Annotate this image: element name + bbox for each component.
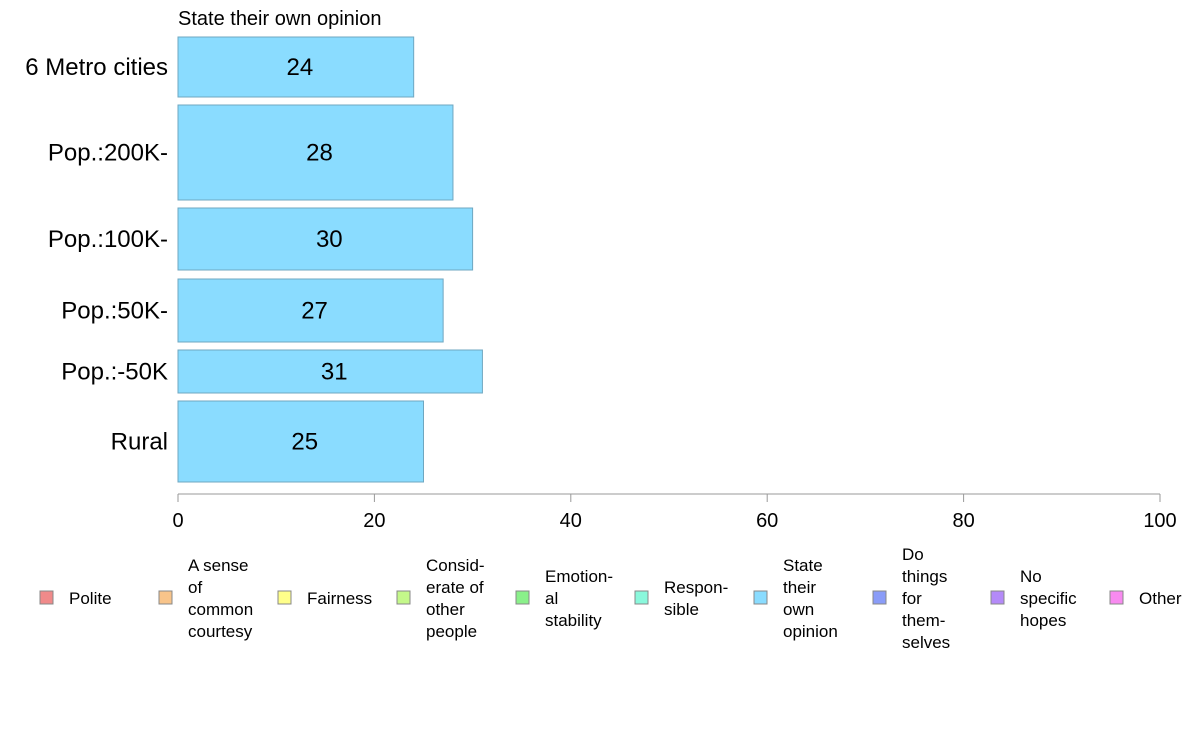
- legend-item: Polite: [39, 589, 112, 608]
- legend-swatch: [515, 590, 530, 605]
- category-label: Pop.:50K-: [61, 298, 168, 325]
- bar: [177, 104, 454, 201]
- x-tick-label: 0: [172, 510, 183, 532]
- legend-item: A sense of common courtesy: [158, 556, 253, 641]
- legend-swatch: [396, 590, 411, 605]
- legend-item: State their own opinion: [753, 556, 838, 641]
- bar-value-label: 31: [321, 359, 348, 386]
- bar: [177, 349, 483, 394]
- x-tick-label: 40: [560, 510, 582, 532]
- bar-value-label: 27: [301, 298, 328, 325]
- legend-item: Other: [1109, 589, 1182, 608]
- legend-swatch: [634, 590, 649, 605]
- legend-swatch: [1109, 590, 1124, 605]
- legend-label: Respon-sible: [664, 578, 728, 619]
- legend-item: Fairness: [277, 589, 372, 608]
- legend-item: Emotion-al stability: [515, 567, 613, 630]
- legend-item: Consid-erate of other people: [396, 556, 485, 641]
- legend-swatch: [277, 590, 292, 605]
- legend-label: Fairness: [307, 589, 372, 608]
- bar: [177, 278, 444, 343]
- legend-swatch: [753, 590, 768, 605]
- category-label: Pop.:200K-: [48, 140, 168, 167]
- legend-swatch: [990, 590, 1005, 605]
- legend-label: Polite: [69, 589, 112, 608]
- x-tick-label: 80: [952, 510, 974, 532]
- bar-value-label: 28: [306, 140, 333, 167]
- x-tick-label: 100: [1143, 510, 1176, 532]
- x-tick-label: 60: [756, 510, 778, 532]
- x-axis: 0 20 40 60 80 100: [172, 493, 1177, 532]
- legend: Polite A sense of common courtesy Fairness Con…: [39, 545, 1182, 652]
- category-label: Pop.:100K-: [48, 226, 168, 253]
- bar-value-label: 24: [286, 54, 313, 81]
- legend-label: No specific hopes: [1020, 567, 1077, 630]
- bar-value-label: 25: [291, 429, 318, 456]
- legend-label: Other: [1139, 589, 1182, 608]
- chart-title: State their own opinion: [178, 8, 381, 30]
- legend-item: Do things for them-selves: [872, 545, 950, 652]
- legend-label: Do things for them-selves: [902, 545, 950, 652]
- bar: [177, 207, 474, 271]
- category-label: Rural: [111, 429, 168, 456]
- bars-group: 24 6 Metro cities 28 Pop.:200K- 30 Pop.:100K-…: [25, 36, 483, 483]
- legend-swatch: [872, 590, 887, 605]
- legend-label: Emotion-al stability: [545, 567, 613, 630]
- legend-swatch: [158, 590, 173, 605]
- legend-label: Consid-erate of other people: [426, 556, 485, 641]
- legend-item: No specific hopes: [990, 567, 1077, 630]
- category-label: 6 Metro cities: [25, 54, 168, 81]
- category-label: Pop.:-50K: [61, 359, 168, 386]
- legend-swatch: [39, 590, 54, 605]
- legend-item: Respon-sible: [634, 578, 728, 619]
- legend-label: State their own opinion: [783, 556, 838, 641]
- legend-label: A sense of common courtesy: [188, 556, 253, 641]
- x-tick-label: 20: [363, 510, 385, 532]
- bar-value-label: 30: [316, 226, 343, 253]
- bar: [177, 400, 424, 483]
- bar: [177, 36, 415, 98]
